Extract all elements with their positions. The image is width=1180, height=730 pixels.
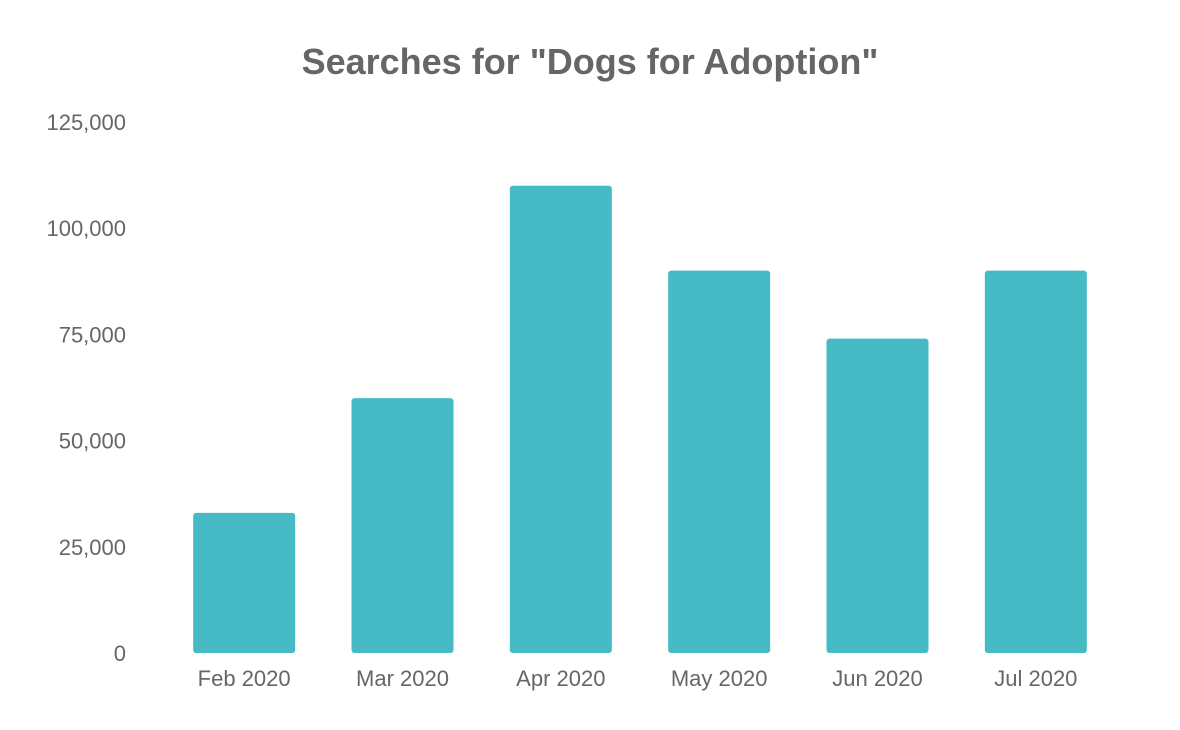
bar-series: [193, 185, 1087, 653]
bar[interactable]: [668, 270, 771, 653]
x-tick-label: Jun 2020: [832, 666, 923, 691]
bar[interactable]: [509, 185, 612, 653]
bar[interactable]: [193, 512, 296, 653]
y-tick-label: 25,000: [59, 535, 126, 560]
x-tick-label: Mar 2020: [356, 666, 449, 691]
bar[interactable]: [351, 398, 454, 653]
y-tick-label: 100,000: [46, 216, 126, 241]
x-tick-label: Jul 2020: [994, 666, 1077, 691]
x-tick-label: May 2020: [671, 666, 768, 691]
y-tick-label: 125,000: [46, 110, 126, 135]
bar[interactable]: [826, 338, 929, 653]
x-tick-label: Feb 2020: [198, 666, 291, 691]
y-tick-label: 75,000: [59, 322, 126, 347]
y-axis: 0 25,000 50,000 75,000 100,000 125,000: [46, 110, 126, 666]
y-tick-label: 0: [114, 641, 126, 666]
bar[interactable]: [984, 270, 1087, 653]
x-tick-label: Apr 2020: [516, 666, 605, 691]
chart-title: Searches for "Dogs for Adoption": [302, 41, 879, 82]
y-tick-label: 50,000: [59, 429, 126, 454]
x-axis: Feb 2020 Mar 2020 Apr 2020 May 2020 Jun 2020…: [198, 666, 1078, 691]
